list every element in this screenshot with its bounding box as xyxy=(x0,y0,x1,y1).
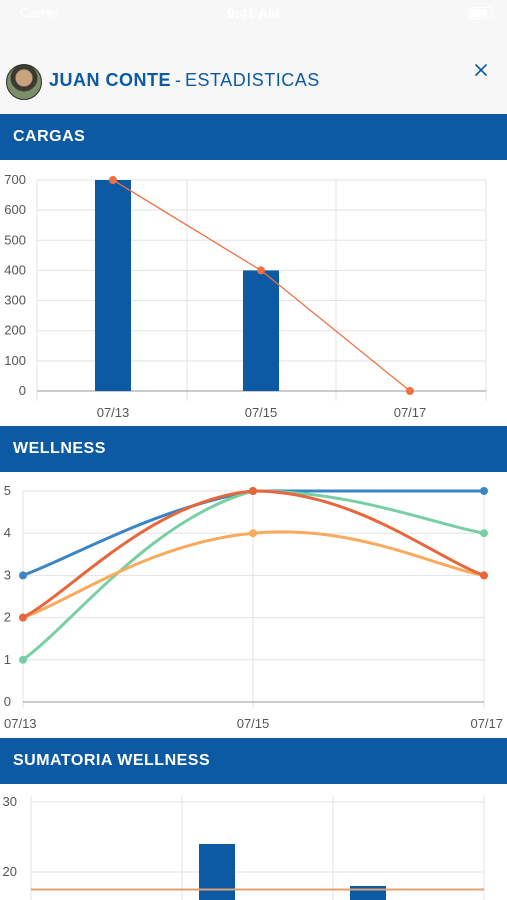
y-tick-label: 700 xyxy=(4,172,26,187)
x-tick-label: 07/15 xyxy=(237,716,270,731)
bar xyxy=(95,180,131,391)
y-tick-label: 20 xyxy=(3,864,17,879)
line-point xyxy=(257,266,265,275)
y-tick-label: 0 xyxy=(4,694,11,709)
y-tick-label: 400 xyxy=(4,262,26,277)
x-tick-label: 07/17 xyxy=(394,405,427,420)
title-separator: - xyxy=(175,70,182,90)
y-tick-label: 1 xyxy=(4,652,11,667)
x-tick-label: 07/13 xyxy=(97,405,130,420)
close-button[interactable] xyxy=(469,58,493,82)
page-subtitle: ESTADISTICAS xyxy=(185,70,320,90)
y-tick-label: 200 xyxy=(4,323,26,338)
line-point xyxy=(480,529,488,538)
line-point xyxy=(480,487,488,495)
bar xyxy=(199,844,235,900)
section-header-wellness: WELLNESS xyxy=(0,426,507,472)
line-point xyxy=(109,176,117,184)
modal-header: JUAN CONTE - ESTADISTICAS xyxy=(0,44,507,114)
y-tick-label: 300 xyxy=(4,293,26,308)
status-bar: Carrier 9:41 AM xyxy=(0,0,507,44)
section-header-sumatoria: SUMATORIA WELLNESS xyxy=(0,738,507,784)
y-tick-label: 600 xyxy=(4,202,26,217)
y-tick-label: 0 xyxy=(19,383,26,398)
chart-wellness: 0 1 2 3 4 5 07/13 07/15 07/17 xyxy=(4,483,503,731)
bar xyxy=(350,886,386,900)
section-header-cargas: CARGAS xyxy=(0,114,507,160)
bar xyxy=(243,270,279,391)
y-tick-label: 5 xyxy=(4,483,11,498)
y-tick-label: 3 xyxy=(4,567,11,582)
x-tick-label: 07/17 xyxy=(470,716,503,731)
avatar xyxy=(6,64,42,100)
x-tick-label: 07/13 xyxy=(4,716,37,731)
y-tick-label: 30 xyxy=(3,794,17,809)
line-point xyxy=(406,387,414,395)
close-icon[interactable] xyxy=(474,63,488,77)
page-title: JUAN CONTE - ESTADISTICAS xyxy=(49,70,320,91)
x-tick-label: 07/15 xyxy=(245,405,278,420)
y-tick-label: 500 xyxy=(4,232,26,247)
battery-icon xyxy=(469,7,493,19)
line-point xyxy=(480,571,488,580)
line-point xyxy=(249,529,257,538)
player-name: JUAN CONTE xyxy=(49,70,172,90)
y-tick-label: 100 xyxy=(4,353,26,368)
status-time: 9:41 AM xyxy=(226,5,281,21)
carrier-label: Carrier xyxy=(20,5,60,20)
chart-cargas: 0 100 200 300 400 500 600 700 07/13 07/15 07/17 xyxy=(4,172,487,420)
line-point xyxy=(19,613,27,622)
y-tick-label: 4 xyxy=(4,525,11,540)
line-point xyxy=(249,487,257,495)
line-point xyxy=(19,655,27,664)
line-point xyxy=(19,571,27,580)
y-tick-label: 2 xyxy=(4,610,11,625)
